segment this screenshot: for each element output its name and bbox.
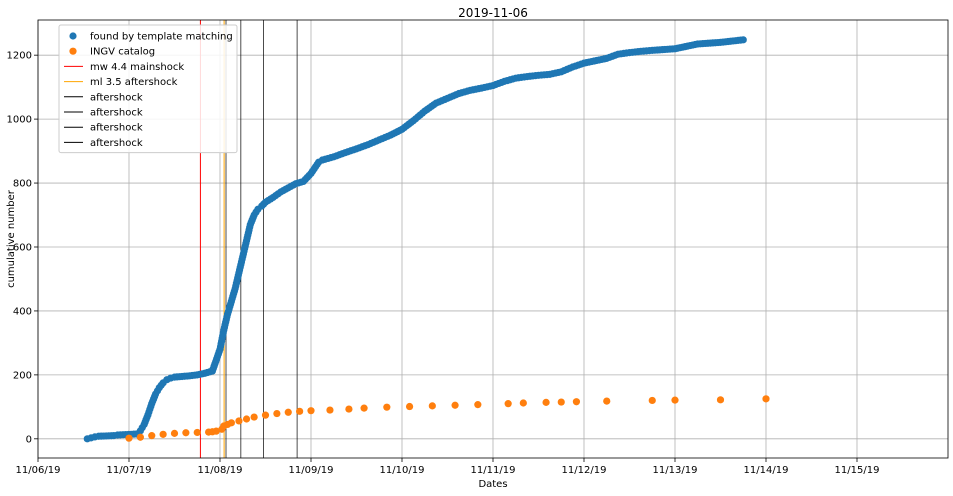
data-point: [648, 396, 656, 405]
data-point: [212, 427, 220, 435]
x-axis: 11/06/19 11/07/19 11/08/19 11/09/19 11/10/19…: [16, 458, 880, 476]
x-tick-label: 11/08/19: [198, 465, 243, 476]
data-point: [235, 417, 243, 425]
y-tick-label: 0: [26, 434, 32, 445]
series-template-matching: [83, 36, 747, 443]
data-point: [296, 407, 304, 415]
y-tick-label: 600: [13, 242, 32, 253]
data-point: [193, 428, 201, 437]
data-point: [148, 432, 156, 440]
data-point: [170, 429, 179, 437]
legend-label: ml 3.5 aftershock: [90, 77, 178, 88]
legend-marker: [69, 47, 77, 55]
x-tick-label: 11/13/19: [653, 465, 698, 476]
legend: found by template matching INGV catalog mw…: [58, 24, 238, 154]
legend-label: aftershock: [90, 108, 143, 119]
series-ingv-catalog: [125, 395, 770, 442]
data-point: [762, 395, 770, 403]
data-point: [542, 398, 550, 406]
data-point: [451, 401, 459, 409]
y-axis: 0 200 400 600 800 1000 1200: [7, 51, 38, 445]
data-point: [557, 398, 565, 406]
data-point: [671, 396, 679, 404]
legend-label: found by template matching: [90, 32, 233, 43]
legend-label: mw 4.4 mainshock: [90, 62, 184, 73]
data-point: [739, 36, 747, 44]
data-series: [83, 36, 770, 443]
y-tick-label: 1000: [7, 115, 32, 126]
x-tick-label: 11/14/19: [744, 465, 789, 476]
x-tick-label: 11/12/19: [562, 465, 607, 476]
data-point: [360, 404, 368, 412]
x-tick-label: 11/07/19: [107, 465, 152, 476]
x-axis-label: Dates: [478, 479, 507, 490]
legend-label: aftershock: [90, 138, 143, 149]
chart-title: 2019-11-06: [458, 6, 528, 20]
x-tick-label: 11/10/19: [380, 465, 425, 476]
data-point: [504, 400, 512, 408]
y-axis-label: cumulative number: [6, 189, 17, 288]
data-point: [519, 399, 527, 407]
data-point: [428, 402, 436, 410]
y-tick-label: 200: [13, 370, 32, 381]
legend-marker: [69, 32, 77, 40]
data-point: [716, 396, 725, 404]
legend-label: INGV catalog: [90, 47, 155, 58]
data-point: [572, 398, 581, 406]
data-point: [307, 407, 315, 415]
data-point: [250, 413, 258, 421]
y-tick-label: 800: [13, 179, 32, 190]
data-point: [603, 397, 611, 405]
x-tick-label: 11/15/19: [835, 465, 880, 476]
x-tick-label: 11/09/19: [289, 465, 334, 476]
data-point: [284, 408, 292, 416]
legend-label: aftershock: [90, 92, 143, 103]
data-point: [405, 402, 414, 411]
data-point: [383, 403, 391, 411]
legend-box: [58, 24, 238, 154]
data-point: [182, 429, 190, 437]
data-point: [261, 411, 270, 419]
x-tick-label: 11/06/19: [16, 465, 61, 476]
data-point: [125, 434, 133, 442]
x-tick-label: 11/11/19: [471, 465, 516, 476]
data-point: [474, 401, 482, 409]
data-point: [227, 419, 235, 427]
legend-label: aftershock: [90, 123, 143, 134]
y-tick-label: 1200: [7, 51, 32, 62]
data-point: [345, 405, 353, 413]
data-point: [136, 433, 144, 441]
data-point: [273, 409, 281, 418]
y-tick-label: 400: [13, 306, 32, 317]
data-point: [159, 430, 167, 438]
data-point: [242, 415, 251, 423]
data-point: [326, 406, 334, 414]
